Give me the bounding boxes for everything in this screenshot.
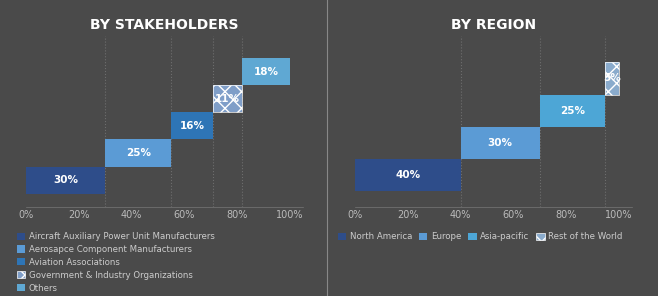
- Text: 5%: 5%: [603, 73, 620, 83]
- Bar: [171, 112, 213, 139]
- Title: BY STAKEHOLDERS: BY STAKEHOLDERS: [90, 17, 239, 32]
- Bar: [605, 62, 619, 94]
- Text: 40%: 40%: [395, 170, 420, 180]
- Text: 30%: 30%: [53, 175, 78, 185]
- Bar: [213, 85, 242, 112]
- Bar: [26, 167, 105, 194]
- Bar: [105, 139, 171, 167]
- Bar: [605, 62, 619, 94]
- Legend: Aircraft Auxiliary Power Unit Manufacturers, Aerosapce Component Manufacturers, : Aircraft Auxiliary Power Unit Manufactur…: [17, 232, 215, 293]
- Text: 30%: 30%: [488, 138, 513, 148]
- Legend: North America, Europe, Asia-pacific, Rest of the World: North America, Europe, Asia-pacific, Res…: [338, 232, 622, 241]
- Text: 25%: 25%: [126, 148, 151, 158]
- Bar: [355, 159, 461, 191]
- Bar: [242, 58, 290, 85]
- Text: 16%: 16%: [180, 121, 205, 131]
- Bar: [213, 85, 242, 112]
- Text: 18%: 18%: [253, 67, 278, 77]
- Text: 25%: 25%: [560, 106, 585, 116]
- Bar: [461, 127, 540, 159]
- Bar: [540, 94, 605, 127]
- Text: 11%: 11%: [215, 94, 240, 104]
- Title: BY REGION: BY REGION: [451, 17, 536, 32]
